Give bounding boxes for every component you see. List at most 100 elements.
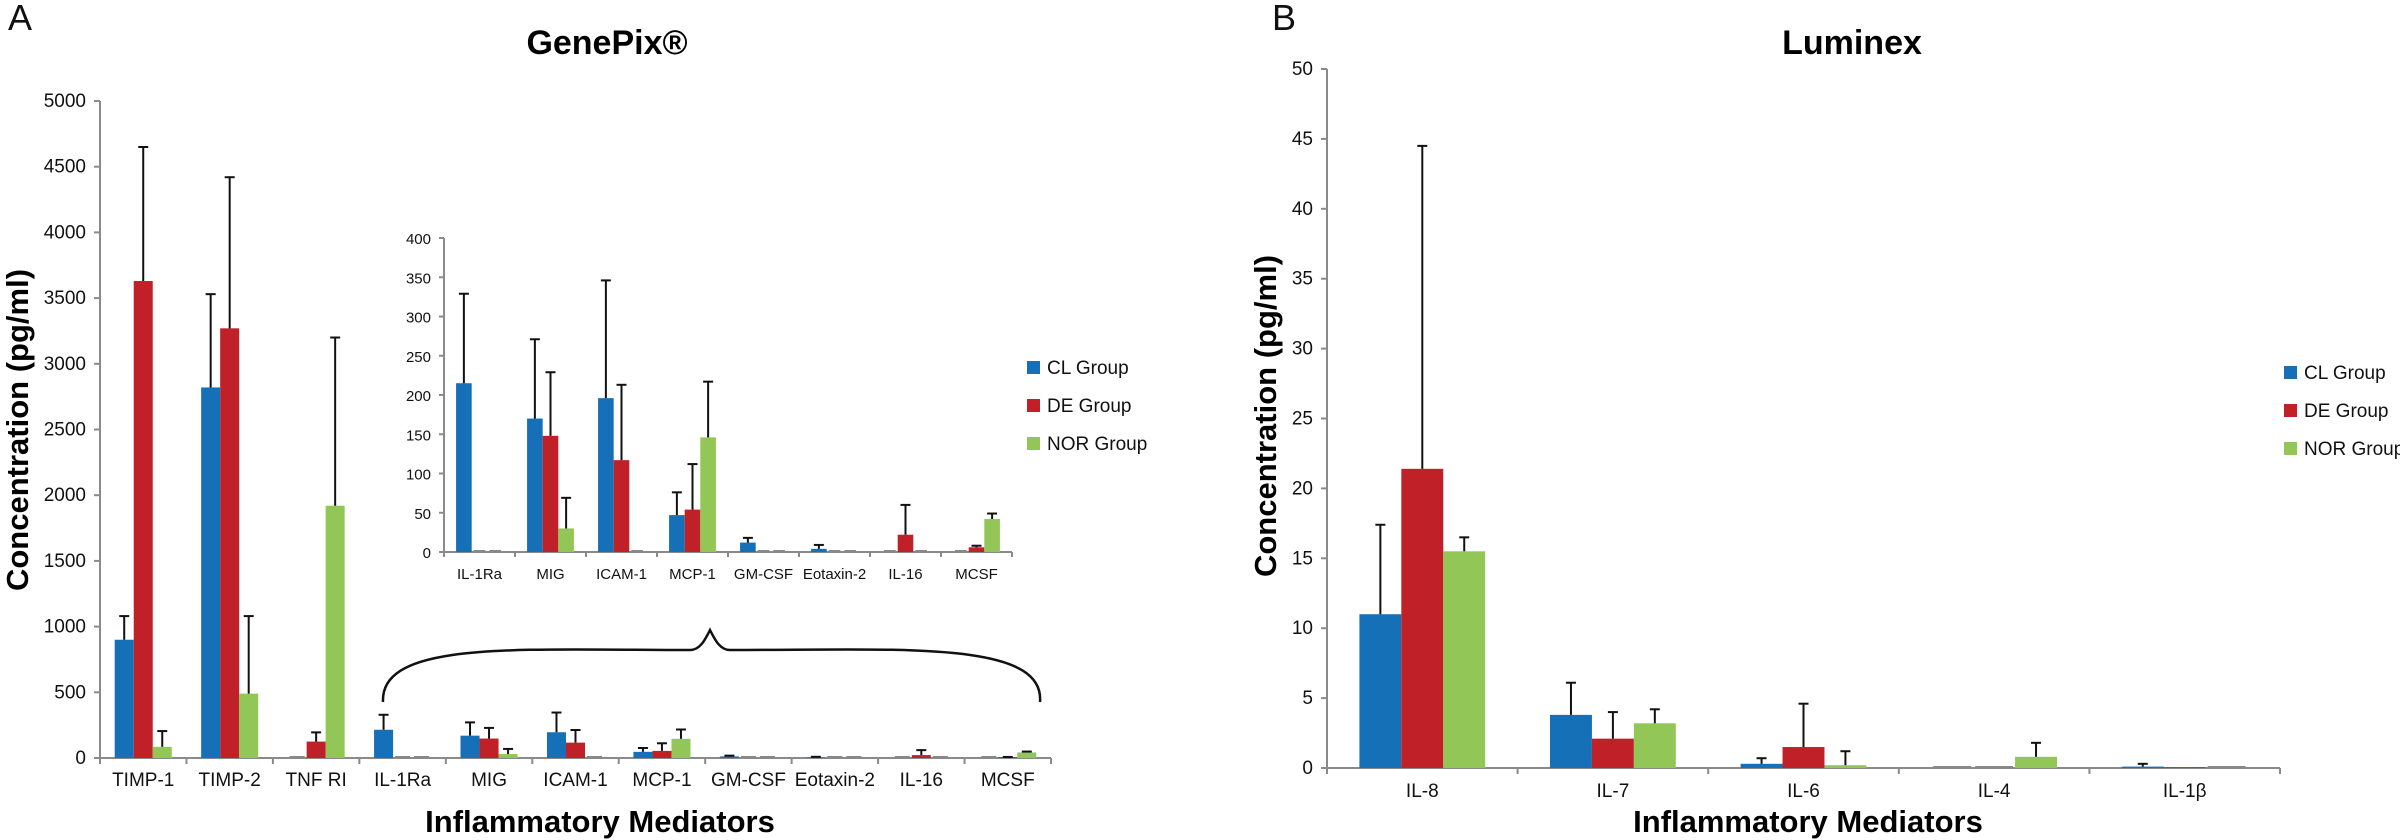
panel-b-bar-nor xyxy=(2015,756,2057,768)
inset-x-tick-label: MIG xyxy=(536,566,564,583)
inset-x-tick-label: Eotaxin-2 xyxy=(803,566,866,583)
panel-a-y-tick-label: 500 xyxy=(54,682,86,703)
panel-a-x-tick-label: ICAM-1 xyxy=(543,770,607,791)
inset-bar-nor xyxy=(558,528,574,552)
panel-b-x-tick-label: IL-7 xyxy=(1597,781,1630,802)
panel-a-bar-nor xyxy=(325,505,345,758)
inset-bar-de xyxy=(684,509,701,552)
panel-a-xlabel: Inflammatory Mediators xyxy=(425,804,775,839)
panel-a-legend-label: DE Group xyxy=(1047,396,1131,417)
panel-a-x-tick-label: MCSF xyxy=(981,770,1035,791)
panel-a-legend-swatch-de xyxy=(1027,399,1040,412)
panel-b-y-tick-label: 5 xyxy=(1302,688,1313,709)
panel-b-bar-cl xyxy=(1359,614,1402,768)
panel-a-x-tick-label: Eotaxin-2 xyxy=(795,770,875,791)
inset-y-tick-label: 350 xyxy=(406,270,431,287)
panel-a-bar-de xyxy=(911,755,931,758)
panel-a-bar-nor xyxy=(498,754,518,758)
panel-a-bar-de xyxy=(565,742,586,758)
panel-b-bar-nor xyxy=(1824,765,1867,768)
panel-b-plot: 0 5 10 15 20 25 30 35 40 45 50 IL-8 IL-7 IL-6 IL-4 IL-1… xyxy=(1292,59,2281,802)
panel-b-letter: B xyxy=(1272,0,1296,38)
panel-a-bar-de xyxy=(479,738,499,758)
panel-b-y-tick-label: 50 xyxy=(1292,59,1313,80)
panel-b-bar-cl xyxy=(1550,714,1592,768)
panel-a-y-tick-label: 4000 xyxy=(44,222,86,243)
panel-a-bar-cl xyxy=(374,729,394,758)
panel-a-bar-de xyxy=(652,750,672,758)
inset-y-tick-label: 150 xyxy=(406,427,431,444)
panel-a-bar-nor xyxy=(671,738,691,758)
inset-y-tick-label: 50 xyxy=(414,506,431,523)
panel-a-x-tick-label: IL-1Ra xyxy=(374,770,431,791)
panel-a-y-tick-label: 5000 xyxy=(44,91,86,112)
panel-a-x-tick-label: IL-16 xyxy=(900,770,943,791)
panel-b-xlabel: Inflammatory Mediators xyxy=(1633,804,1983,839)
panel-b-legend-label: NOR Group xyxy=(2304,439,2400,460)
panel-a-bar-de xyxy=(133,281,153,758)
panel-b-bar-de xyxy=(1591,738,1634,768)
inset-y-tick-label: 400 xyxy=(406,231,431,248)
panel-b-y-tick-label: 40 xyxy=(1292,199,1313,220)
panel-a-bar-nor xyxy=(152,746,172,758)
panel-a-bar-cl xyxy=(633,751,653,758)
inset-bar-de xyxy=(613,460,630,552)
inset-bar-de xyxy=(897,534,914,552)
panel-b-y-tick-label: 45 xyxy=(1292,129,1313,150)
inset-bar-cl xyxy=(527,418,543,552)
panel-a-bar-cl xyxy=(719,756,739,758)
panel-b-y-tick-label: 20 xyxy=(1292,478,1313,499)
panel-a-bar-nor xyxy=(1017,752,1037,758)
panel-a-y-tick-label: 3500 xyxy=(44,288,86,309)
panel-a-x-tick-label: MCP-1 xyxy=(632,770,691,791)
panel-b-bar-nor xyxy=(1443,551,1486,768)
inset-bar-nor xyxy=(700,437,716,552)
panel-a-legend-swatch-nor xyxy=(1027,437,1040,450)
panel-a-y-tick-label: 0 xyxy=(75,748,86,769)
panel-a-x-tick-label: TNF RI xyxy=(286,770,347,791)
inset-bar-cl xyxy=(456,383,472,552)
inset-y-tick-label: 250 xyxy=(406,349,431,366)
panel-a-inset-plot: 0 50 100 150 200 250 300 350 400 IL-1Ra MIG ICAM-1 M… xyxy=(406,231,1013,583)
inset-x-tick-label: ICAM-1 xyxy=(596,566,647,583)
panel-a-bar-de xyxy=(220,328,240,758)
inset-bar-cl xyxy=(740,542,756,552)
panel-a-x-tick-label: TIMP-1 xyxy=(112,770,174,791)
inset-bar-cl xyxy=(811,548,827,552)
inset-bar-cl xyxy=(669,515,685,552)
panel-a-bar-de xyxy=(306,741,326,758)
inset-y-tick-label: 100 xyxy=(406,467,431,484)
panel-a-y-tick-label: 3000 xyxy=(44,354,86,375)
inset-x-tick-label: IL-1Ra xyxy=(457,566,503,583)
panel-b-ylabel: Concentration (pg/ml) xyxy=(1248,255,1283,577)
inset-bar-de xyxy=(542,435,559,552)
panel-b-bar-cl xyxy=(2121,766,2164,768)
panel-a-bar-cl xyxy=(460,735,480,758)
inset-bar-nor xyxy=(984,519,1000,552)
inset-x-tick-label: MCSF xyxy=(955,566,998,583)
panel-b-y-tick-label: 25 xyxy=(1292,409,1313,430)
panel-b-y-tick-label: 0 xyxy=(1302,758,1313,779)
panel-a-legend-label: CL Group xyxy=(1047,358,1129,379)
inset-bar-cl xyxy=(598,398,614,552)
panel-b-legend-swatch-nor xyxy=(2284,442,2297,455)
inset-y-tick-label: 200 xyxy=(406,388,431,405)
panel-b-legend-swatch-cl xyxy=(2284,366,2297,379)
panel-b-bar-de xyxy=(1782,747,1825,768)
panel-a-bar-cl xyxy=(114,639,134,758)
inset-y-tick-label: 300 xyxy=(406,310,431,327)
panel-a-y-tick-label: 2000 xyxy=(44,485,86,506)
panel-b-x-tick-label: IL-1β xyxy=(2163,781,2207,802)
panel-a-bar-nor xyxy=(239,693,259,758)
panel-a-plot: 0500100015002000250030003500400045005000… xyxy=(44,91,1052,791)
panel-a-y-tick-label: 2500 xyxy=(44,420,86,441)
panel-a-x-tick-label: GM-CSF xyxy=(711,770,786,791)
panel-a-letter: A xyxy=(8,0,32,38)
inset-x-tick-label: GM-CSF xyxy=(734,566,793,583)
panel-a-bar-cl xyxy=(546,732,566,758)
panel-b-bar-de xyxy=(2163,767,2206,768)
panel-b-x-tick-label: IL-6 xyxy=(1787,781,1820,802)
panel-a-bar-cl xyxy=(201,387,221,758)
panel-a-title: GenePix® xyxy=(526,24,687,62)
